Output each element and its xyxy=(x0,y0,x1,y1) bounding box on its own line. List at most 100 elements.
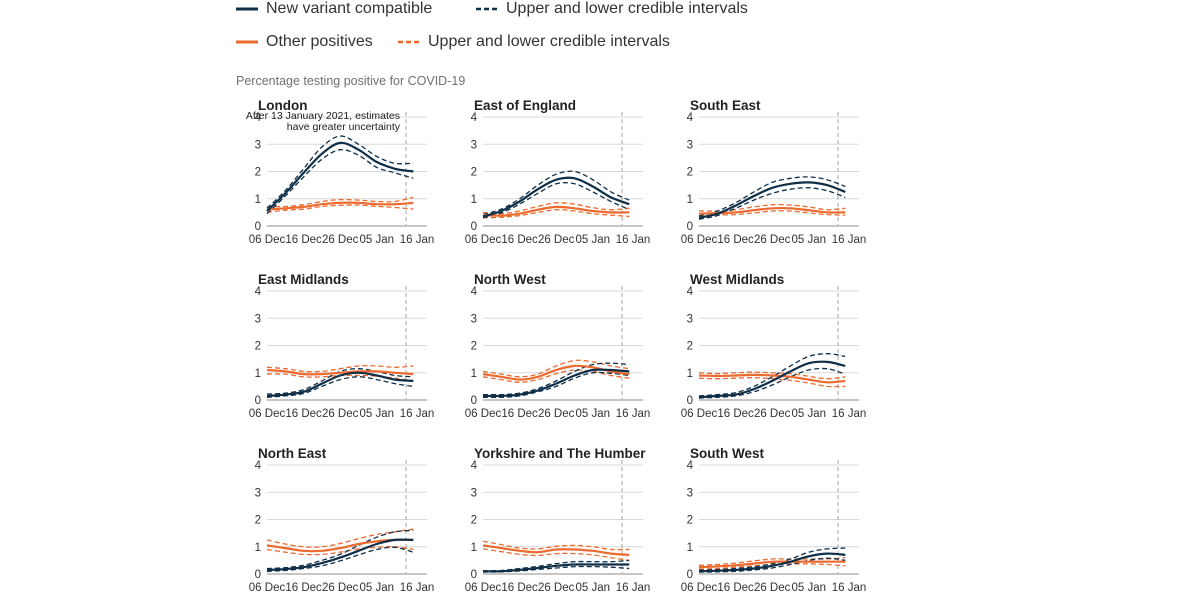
series-variant-upper xyxy=(698,353,846,397)
panel-title: West Midlands xyxy=(690,272,784,287)
legend-item-other-intervals: Upper and lower credible intervals xyxy=(398,33,670,51)
x-tick-label: 05 Jan xyxy=(791,408,826,420)
y-tick-label: 0 xyxy=(471,221,477,233)
y-tick-label: 2 xyxy=(471,167,477,179)
x-tick-label: 06 Dec xyxy=(465,234,502,246)
y-tick-label: 1 xyxy=(471,194,477,206)
x-tick-label: 06 Dec xyxy=(249,582,286,594)
panel-south-east: South East 0 1 2 3 4 06 Dec 16 Dec 26 Dec 05 Jan 1… xyxy=(681,98,866,246)
x-tick-label: 16 Dec xyxy=(717,408,754,420)
series-variant xyxy=(266,538,414,571)
y-tick-label: 1 xyxy=(687,542,693,554)
series-variant-lower xyxy=(266,546,414,572)
y-tick-label: 4 xyxy=(687,286,694,298)
x-tick-label: 26 Dec xyxy=(754,582,791,594)
y-tick-label: 4 xyxy=(471,112,478,124)
panel-yorkshire-and-the-humber: Yorkshire and The Humber 0 1 2 3 4 06 Dec 16 De… xyxy=(465,446,650,594)
y-tick-label: 3 xyxy=(255,487,261,499)
x-tick-label: 06 Dec xyxy=(681,234,718,246)
series-other-upper xyxy=(266,196,414,208)
series-other xyxy=(482,544,630,556)
panel-north-east: North East 0 1 2 3 4 06 Dec 16 Dec 26 Dec 05 Jan 1… xyxy=(249,446,434,594)
series-variant-upper xyxy=(698,176,846,217)
x-tick-label: 16 Dec xyxy=(285,582,322,594)
y-tick-label: 1 xyxy=(255,542,261,554)
series-variant xyxy=(482,563,630,573)
panel-title: South West xyxy=(690,446,765,461)
x-tick-label: 16 Jan xyxy=(616,408,651,420)
series-variant-lower xyxy=(482,371,630,399)
x-tick-label: 26 Dec xyxy=(538,408,575,420)
y-tick-label: 4 xyxy=(471,460,478,472)
series-variant-upper xyxy=(482,362,630,396)
x-tick-label: 16 Jan xyxy=(400,582,435,594)
legend-label: Upper and lower credible intervals xyxy=(428,33,670,50)
x-tick-label: 26 Dec xyxy=(754,408,791,420)
y-tick-label: 3 xyxy=(687,487,693,499)
series-other-upper xyxy=(266,365,414,373)
y-tick-label: 3 xyxy=(687,139,693,151)
x-tick-label: 06 Dec xyxy=(681,582,718,594)
panel-title: East of England xyxy=(474,98,576,113)
x-tick-label: 16 Dec xyxy=(501,582,538,594)
panel-title: South East xyxy=(690,98,761,113)
x-tick-label: 16 Dec xyxy=(285,234,322,246)
series-other-lower xyxy=(482,548,630,562)
x-tick-label: 05 Jan xyxy=(575,234,610,246)
y-tick-label: 2 xyxy=(255,515,261,527)
x-tick-label: 05 Jan xyxy=(359,582,394,594)
panel-london: London 0 1 2 3 4 06 Dec 16 Dec 26 Dec 05 Jan 16 Ja… xyxy=(246,98,434,246)
series-other xyxy=(266,368,414,376)
x-tick-label: 26 Dec xyxy=(322,582,359,594)
series-variant-upper xyxy=(698,547,846,571)
y-tick-label: 2 xyxy=(687,167,693,179)
y-tick-label: 0 xyxy=(471,569,477,581)
series-other xyxy=(698,373,846,384)
series-variant xyxy=(266,141,414,212)
y-axis-caption: Percentage testing positive for COVID-19 xyxy=(236,74,466,88)
legend-item-variant-intervals: Upper and lower credible intervals xyxy=(476,0,748,18)
panel-west-midlands: West Midlands 0 1 2 3 4 06 Dec 16 Dec 26 Dec 05 J… xyxy=(681,272,866,420)
series-other xyxy=(266,201,414,211)
x-tick-label: 05 Jan xyxy=(359,234,394,246)
panel-north-west: North West 0 1 2 3 4 06 Dec 16 Dec 26 Dec 05 Jan 1… xyxy=(465,272,650,420)
y-tick-label: 1 xyxy=(255,368,261,380)
x-tick-label: 06 Dec xyxy=(465,582,502,594)
legend-swatch-variant-dashed xyxy=(476,7,498,11)
y-tick-label: 0 xyxy=(471,395,477,407)
y-tick-label: 1 xyxy=(687,194,693,206)
x-tick-label: 06 Dec xyxy=(249,408,286,420)
series-variant xyxy=(482,176,630,218)
x-tick-label: 16 Jan xyxy=(832,582,867,594)
panel-title: North East xyxy=(258,446,327,461)
y-tick-label: 0 xyxy=(687,395,693,407)
x-tick-label: 26 Dec xyxy=(322,408,359,420)
x-tick-label: 16 Dec xyxy=(717,234,754,246)
x-tick-label: 16 Dec xyxy=(717,582,754,594)
y-tick-label: 4 xyxy=(687,112,694,124)
series-variant-upper xyxy=(482,559,630,572)
legend-item-variant: New variant compatible xyxy=(236,0,432,18)
y-tick-label: 1 xyxy=(471,542,477,554)
y-tick-label: 0 xyxy=(687,221,693,233)
series-variant-upper xyxy=(266,135,414,209)
y-tick-label: 2 xyxy=(471,515,477,527)
y-tick-label: 2 xyxy=(471,341,477,353)
panel-east-midlands: East Midlands 0 1 2 3 4 06 Dec 16 Dec 26 Dec 05 J… xyxy=(249,272,434,420)
x-tick-label: 05 Jan xyxy=(575,408,610,420)
series-variant-lower xyxy=(482,565,630,573)
series-other-lower xyxy=(698,210,846,218)
legend-label: Other positives xyxy=(266,33,373,50)
y-tick-label: 0 xyxy=(255,395,261,407)
x-tick-label: 06 Dec xyxy=(465,408,502,420)
x-tick-label: 16 Jan xyxy=(616,582,651,594)
series-variant xyxy=(698,360,846,399)
x-tick-label: 26 Dec xyxy=(754,234,791,246)
legend-label: Upper and lower credible intervals xyxy=(506,0,748,17)
series-other-upper xyxy=(482,359,630,378)
y-tick-label: 0 xyxy=(255,221,261,233)
y-tick-label: 4 xyxy=(255,286,262,298)
series-other-upper xyxy=(482,202,630,215)
y-tick-label: 4 xyxy=(255,460,262,472)
